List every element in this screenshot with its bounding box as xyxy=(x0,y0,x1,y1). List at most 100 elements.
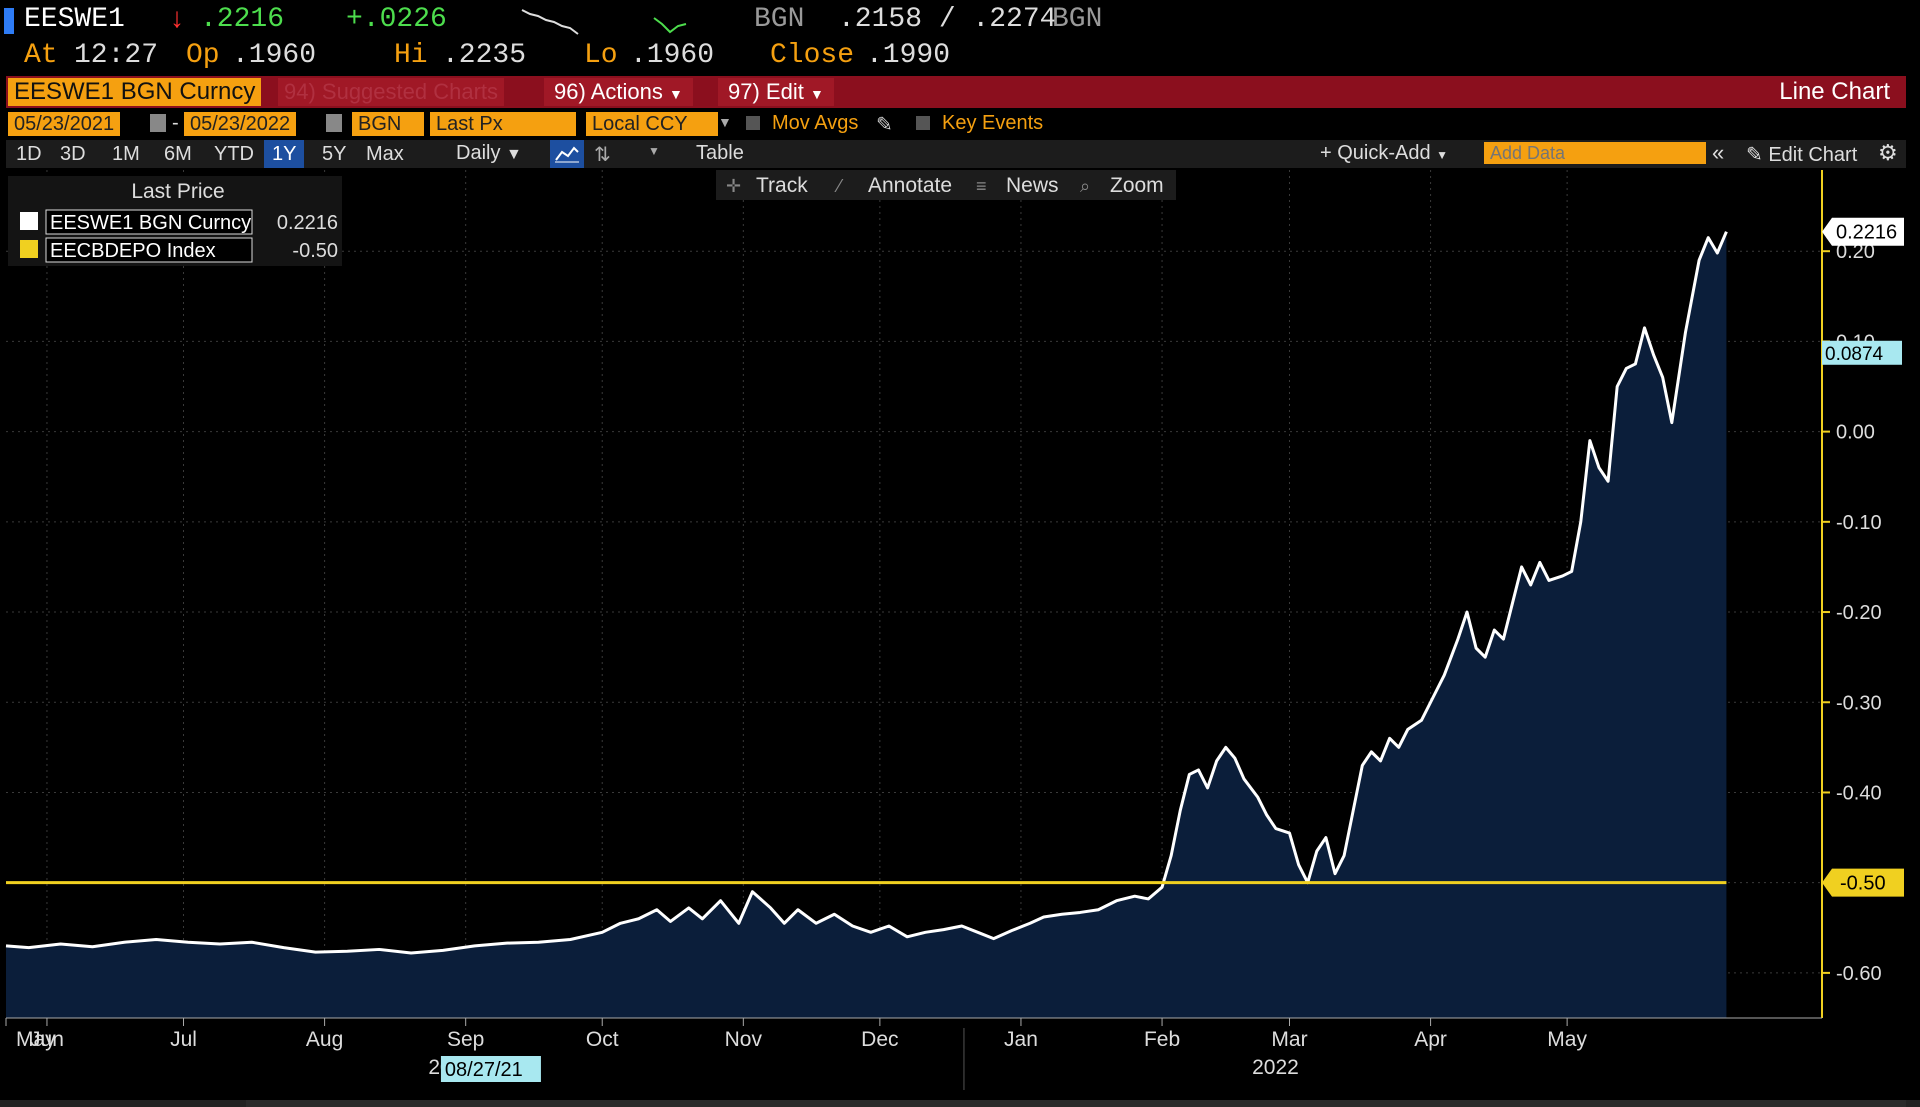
track-icon: ✛ xyxy=(726,176,741,196)
gear-icon[interactable]: ⚙ xyxy=(1878,140,1898,165)
last-price-marker-label: 0.2216 xyxy=(1836,222,1897,244)
series-fill-eeswe1 xyxy=(6,231,1727,1018)
legend-value: 0.2216 xyxy=(277,212,338,234)
high-label: Hi xyxy=(394,40,428,71)
start-date-field[interactable]: 05/23/2021 xyxy=(8,112,121,136)
period-button-1d[interactable]: 1D xyxy=(16,143,42,165)
crosshair-date-label: 08/27/21 xyxy=(445,1059,523,1081)
x-tick-label: May xyxy=(16,1028,56,1051)
x-tick-label: Oct xyxy=(586,1028,619,1051)
price-chart[interactable]: 0.200.100.00-0.10-0.20-0.30-0.40-0.50-0.… xyxy=(0,170,1920,1107)
legend-value: -0.50 xyxy=(292,240,338,262)
edit-menu[interactable]: 97) Edit ▼ xyxy=(718,78,834,106)
x-tick-label: Feb xyxy=(1144,1028,1180,1051)
x-tick-label: Apr xyxy=(1414,1028,1447,1051)
calendar-icon[interactable] xyxy=(150,114,166,132)
period-button-6m[interactable]: 6M xyxy=(164,143,192,165)
period-button-1m[interactable]: 1M xyxy=(112,143,140,165)
close-value: .1990 xyxy=(866,40,951,71)
date-separator: - xyxy=(172,112,179,134)
tool-annotate[interactable]: ⁄ Annotate xyxy=(834,174,952,197)
chevron-down-icon[interactable]: ▼ xyxy=(718,114,732,130)
net-change: +.0226 xyxy=(346,4,447,35)
line-chart-icon[interactable] xyxy=(550,140,584,168)
chevron-down-icon: ▼ xyxy=(506,146,522,163)
intraday-sparkline-icon xyxy=(521,9,579,35)
zoom-icon: ⌕ xyxy=(1080,176,1090,196)
legend-swatch xyxy=(20,240,38,258)
edit-label: Edit xyxy=(765,79,804,104)
series-area xyxy=(6,231,1727,1018)
end-date-field[interactable]: 05/23/2022 xyxy=(184,112,297,136)
quote-header: EESWE1 ↓ .2216 +.0226 BGN .2158 / .2274 … xyxy=(0,0,1920,76)
key-events-label: Key Events xyxy=(942,112,1044,134)
x-tick-label: Dec xyxy=(861,1028,898,1051)
edit-chart-label: Edit Chart xyxy=(1768,144,1858,166)
y-tick-label: -0.60 xyxy=(1836,963,1882,985)
title-bar: EESWE1 BGN Curncy 94) Suggested Charts 9… xyxy=(6,76,1906,108)
pencil-icon[interactable]: ✎ xyxy=(876,114,893,136)
x-tick-label: Mar xyxy=(1271,1028,1307,1051)
value-marker-label: 0.0874 xyxy=(1825,344,1884,365)
tick-sparkline-icon xyxy=(653,17,687,34)
mov-avgs-label: Mov Avgs xyxy=(772,112,859,134)
key-events-checkbox[interactable] xyxy=(916,116,930,130)
legend-label-box xyxy=(45,209,253,235)
close-label: Close xyxy=(770,40,855,71)
period-button-1y[interactable]: 1Y xyxy=(264,140,305,168)
period-toolbar: 1D 3D 1M 6M YTD 1Y 5Y Max Daily ▼ ⇅ ▼ Table + Q… xyxy=(6,140,1906,168)
mov-avgs-checkbox[interactable] xyxy=(746,116,760,130)
actions-label: Actions xyxy=(590,79,663,104)
collapse-left-icon[interactable]: « xyxy=(1712,140,1725,165)
add-data-input[interactable] xyxy=(1484,142,1706,164)
tool-label: Annotate xyxy=(868,174,952,197)
y-tick-label: -0.30 xyxy=(1836,692,1882,714)
x-tick-label: Aug xyxy=(306,1028,343,1051)
security-field[interactable]: EESWE1 BGN Curncy xyxy=(8,78,262,106)
chevron-down-icon[interactable]: ▼ xyxy=(648,144,660,158)
legend-label: EESWE1 BGN Curncy xyxy=(50,212,251,234)
suggested-charts-button[interactable]: 94) Suggested Charts xyxy=(278,78,505,106)
security-marker xyxy=(4,8,14,34)
pencil-icon: ✎ xyxy=(1746,144,1763,166)
y-tick-label: -0.20 xyxy=(1836,602,1882,624)
period-button-5y[interactable]: 5Y xyxy=(322,143,347,165)
x-tick-label: Jun xyxy=(30,1028,64,1051)
open-value: .1960 xyxy=(232,40,317,71)
tool-news[interactable]: ≡ News xyxy=(976,174,1059,197)
tool-zoom[interactable]: ⌕ Zoom xyxy=(1080,174,1164,197)
frequency-selector[interactable]: Daily ▼ xyxy=(456,142,522,165)
legend-label-box xyxy=(45,237,253,263)
y-axis: 0.200.100.00-0.10-0.20-0.30-0.40-0.50-0.… xyxy=(1821,170,1904,1018)
annotate-icon: ⁄ xyxy=(834,176,844,196)
bar-chart-icon[interactable]: ⇅ xyxy=(594,144,611,166)
x-year-label: 2022 xyxy=(1252,1056,1299,1079)
edit-chart-button[interactable]: ✎ Edit Chart xyxy=(1746,142,1857,167)
x-tick-label: Jan xyxy=(1004,1028,1038,1051)
y-tick-label: 0.00 xyxy=(1836,422,1875,444)
x-tick-label: Jul xyxy=(170,1028,197,1051)
last-price: .2216 xyxy=(200,4,285,35)
open-label: Op xyxy=(186,40,220,71)
quick-add-button[interactable]: + Quick-Add ▼ xyxy=(1320,142,1448,165)
chart-legend: Last Price EESWE1 BGN Curncy 0.2216 EECBDEP… xyxy=(8,176,342,266)
settings-row: 05/23/2021 - 05/23/2022 BGN Last Px Loca… xyxy=(6,112,1906,138)
legend-swatch xyxy=(20,212,38,230)
tool-track[interactable]: ✛ Track xyxy=(726,174,808,197)
frequency-label: Daily xyxy=(456,142,501,164)
at-time: 12:27 xyxy=(74,40,159,71)
period-button-max[interactable]: Max xyxy=(366,143,404,165)
value-marker xyxy=(1822,340,1902,365)
series-line-eeswe1 xyxy=(5,231,1728,955)
field-selector[interactable]: Last Px xyxy=(430,112,576,136)
period-button-3d[interactable]: 3D xyxy=(60,143,86,165)
chart-type-label: Line Chart xyxy=(1779,78,1890,105)
calendar-icon[interactable] xyxy=(326,114,342,132)
index-marker-label: -0.50 xyxy=(1840,873,1886,895)
source-field[interactable]: BGN xyxy=(352,112,424,136)
table-button[interactable]: Table xyxy=(696,142,744,164)
actions-menu[interactable]: 96) Actions ▼ xyxy=(544,78,693,106)
period-button-ytd[interactable]: YTD xyxy=(214,143,254,165)
currency-selector[interactable]: Local CCY xyxy=(586,112,718,136)
